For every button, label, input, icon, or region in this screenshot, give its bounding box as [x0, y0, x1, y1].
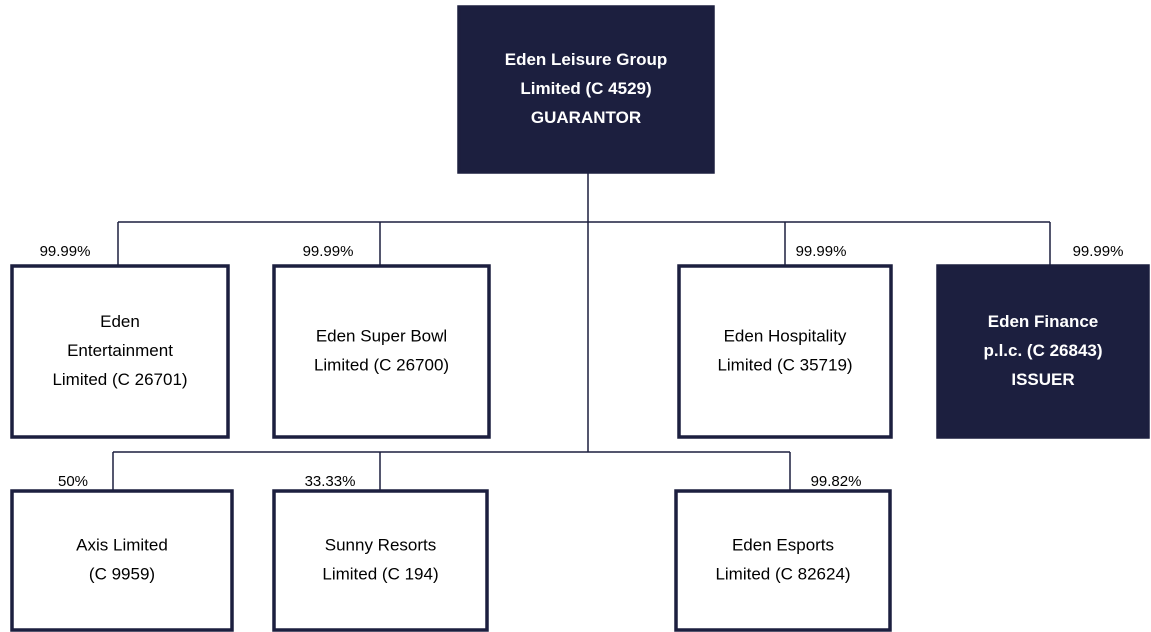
entity-name: Eden Finance	[988, 312, 1099, 331]
entity-box	[10, 489, 234, 632]
entity-name: Eden Hospitality	[724, 326, 847, 345]
ownership-label: 33.33%	[305, 473, 356, 490]
entity-box	[272, 264, 491, 439]
entity-name: Limited (C 194)	[322, 564, 438, 583]
entity-name: Axis Limited	[76, 535, 168, 554]
entity-name: Sunny Resorts	[325, 535, 437, 554]
entity-box	[677, 264, 893, 439]
entity-name: Entertainment	[67, 341, 173, 360]
entity-name: Limited (C 26700)	[314, 355, 449, 374]
entity-name: Limited (C 82624)	[715, 564, 850, 583]
ownership-label: 99.99%	[40, 243, 91, 260]
ownership-label: 99.99%	[1073, 243, 1124, 260]
entity-name: ISSUER	[1011, 370, 1074, 389]
entity-box-highlight	[457, 5, 715, 174]
entity-name: Eden	[100, 312, 140, 331]
ownership-label: 99.99%	[796, 243, 847, 260]
entity-name: (C 9959)	[89, 564, 155, 583]
entity-name: Limited (C 26701)	[52, 370, 187, 389]
ownership-label: 99.99%	[303, 243, 354, 260]
ownership-label: 50%	[58, 473, 88, 490]
entity-name: Limited (C 4529)	[520, 79, 651, 98]
ownership-label: 99.82%	[811, 473, 862, 490]
entity-name: Eden Leisure Group	[505, 50, 667, 69]
entity-name: Eden Esports	[732, 535, 834, 554]
entity-name: Eden Super Bowl	[316, 326, 447, 345]
entity-name: p.l.c. (C 26843)	[983, 341, 1102, 360]
entity-name: Limited (C 35719)	[717, 355, 852, 374]
entity-box	[272, 489, 489, 632]
entity-name: GUARANTOR	[531, 108, 641, 127]
entity-box-highlight	[936, 264, 1150, 439]
entity-box	[674, 489, 892, 632]
entity-box	[10, 264, 230, 439]
